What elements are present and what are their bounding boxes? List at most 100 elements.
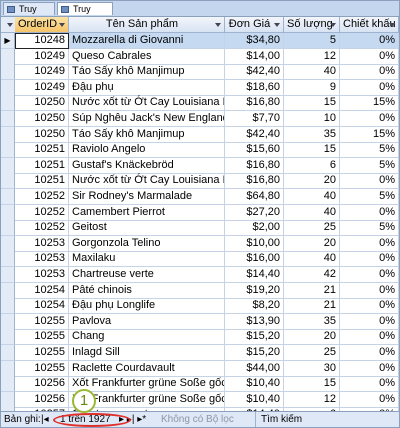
table-cell[interactable]: $34,80 xyxy=(225,33,284,49)
row-selector[interactable] xyxy=(1,64,15,81)
table-cell[interactable]: 10250 xyxy=(15,95,69,112)
table-cell[interactable]: Nước xốt từ Ớt Cay Louisiana Fiery xyxy=(69,95,225,112)
table-cell[interactable]: Pâté chinois xyxy=(69,282,225,299)
table-cell[interactable]: 0% xyxy=(340,64,399,81)
row-selector[interactable] xyxy=(1,79,15,96)
table-cell[interactable]: 0% xyxy=(340,48,399,65)
table-cell[interactable]: 0% xyxy=(340,376,399,393)
row-selector[interactable] xyxy=(1,376,15,393)
table-cell[interactable]: 10256 xyxy=(15,376,69,393)
table-cell[interactable]: 10251 xyxy=(15,173,69,190)
filter-status[interactable]: Không có Bộ lọc xyxy=(161,414,234,425)
table-cell[interactable]: Táo Sấy khô Manjimup xyxy=(69,126,225,143)
table-cell[interactable]: 10252 xyxy=(15,220,69,237)
table-cell[interactable]: Xốt Frankfurter grüne Soße gốc xyxy=(69,376,225,393)
table-cell[interactable]: 10251 xyxy=(15,142,69,159)
table-cell[interactable]: 15 xyxy=(284,95,340,112)
table-cell[interactable]: $19,20 xyxy=(225,282,284,299)
table-cell[interactable]: 40 xyxy=(284,64,340,81)
table-cell[interactable]: $10,40 xyxy=(225,391,284,408)
table-cell[interactable]: 5% xyxy=(340,189,399,205)
table-cell[interactable]: 15% xyxy=(340,126,399,143)
table-cell[interactable]: 10 xyxy=(284,111,340,127)
search-box[interactable]: Tìm kiếm xyxy=(255,412,302,427)
column-header[interactable]: Số lượng xyxy=(284,17,340,33)
table-cell[interactable]: 0% xyxy=(340,79,399,96)
first-record-button[interactable]: |◂ xyxy=(41,414,49,425)
table-cell[interactable]: 0% xyxy=(340,267,399,283)
table-cell[interactable]: 10255 xyxy=(15,360,69,377)
table-cell[interactable]: 20 xyxy=(284,173,340,190)
table-cell[interactable]: Chartreuse verte xyxy=(69,267,225,283)
table-cell[interactable]: 0% xyxy=(340,329,399,346)
table-cell[interactable]: 10253 xyxy=(15,251,69,268)
table-cell[interactable]: Nước xốt từ Ớt Cay Louisiana Fiery xyxy=(69,173,225,190)
table-cell[interactable]: Geitost xyxy=(69,220,225,237)
table-cell[interactable]: $16,80 xyxy=(225,173,284,190)
table-cell[interactable]: 15 xyxy=(284,142,340,159)
table-cell[interactable]: 5% xyxy=(340,220,399,237)
table-cell[interactable]: 0% xyxy=(340,204,399,221)
table-cell[interactable]: $7,70 xyxy=(225,111,284,127)
table-cell[interactable]: $14,00 xyxy=(225,48,284,65)
table-cell[interactable]: 10255 xyxy=(15,329,69,346)
table-cell[interactable]: $8,20 xyxy=(225,298,284,315)
table-cell[interactable]: 10252 xyxy=(15,204,69,221)
row-selector[interactable] xyxy=(1,157,15,174)
table-cell[interactable]: 10248 xyxy=(15,33,69,49)
table-cell[interactable]: 10253 xyxy=(15,267,69,283)
table-cell[interactable]: $64,80 xyxy=(225,189,284,205)
table-cell[interactable]: 25 xyxy=(284,220,340,237)
row-selector[interactable] xyxy=(1,345,15,361)
table-cell[interactable]: $10,40 xyxy=(225,376,284,393)
table-cell[interactable]: 10249 xyxy=(15,64,69,81)
table-cell[interactable]: $15,60 xyxy=(225,142,284,159)
table-cell[interactable]: $13,90 xyxy=(225,313,284,330)
table-cell[interactable]: 10249 xyxy=(15,48,69,65)
table-cell[interactable]: 15% xyxy=(340,95,399,112)
table-cell[interactable]: Đậu phụ xyxy=(69,79,225,96)
column-header[interactable]: Tên Sản phẩm xyxy=(69,17,225,33)
table-cell[interactable]: 10249 xyxy=(15,79,69,96)
row-selector[interactable] xyxy=(1,360,15,377)
table-cell[interactable]: Queso Cabrales xyxy=(69,48,225,65)
table-cell[interactable]: $14,40 xyxy=(225,267,284,283)
table-cell[interactable]: 10251 xyxy=(15,157,69,174)
tab[interactable]: Truy vấn1 xyxy=(3,2,55,27)
column-header[interactable]: Chiết khấu xyxy=(340,17,399,33)
row-selector[interactable] xyxy=(1,235,15,252)
table-cell[interactable]: $44,00 xyxy=(225,360,284,377)
table-cell[interactable]: Camembert Pierrot xyxy=(69,204,225,221)
row-selector[interactable] xyxy=(1,173,15,190)
table-cell[interactable]: 0% xyxy=(340,235,399,252)
table-cell[interactable]: 20 xyxy=(284,235,340,252)
row-selector[interactable] xyxy=(1,391,15,408)
table-cell[interactable]: 0% xyxy=(340,111,399,127)
table-cell[interactable]: Gorgonzola Telino xyxy=(69,235,225,252)
table-cell[interactable]: Maxilaku xyxy=(69,251,225,268)
table-cell[interactable]: Đậu phụ Longlife xyxy=(69,298,225,315)
table-cell[interactable]: $27,20 xyxy=(225,204,284,221)
row-selector[interactable] xyxy=(1,298,15,315)
table-cell[interactable]: 0% xyxy=(340,391,399,408)
table-cell[interactable]: Pavlova xyxy=(69,313,225,330)
row-selector[interactable] xyxy=(1,313,15,330)
row-selector[interactable] xyxy=(1,126,15,143)
table-cell[interactable]: $2,00 xyxy=(225,220,284,237)
column-header[interactable]: Đơn Giá xyxy=(225,17,284,33)
table-cell[interactable]: 10253 xyxy=(15,235,69,252)
table-cell[interactable]: 10254 xyxy=(15,298,69,315)
table-cell[interactable]: 10255 xyxy=(15,345,69,361)
table-cell[interactable]: $16,00 xyxy=(225,251,284,268)
table-cell[interactable]: 42 xyxy=(284,267,340,283)
table-cell[interactable]: 20 xyxy=(284,329,340,346)
table-cell[interactable]: 10252 xyxy=(15,189,69,205)
table-cell[interactable]: $15,20 xyxy=(225,345,284,361)
table-cell[interactable]: 0% xyxy=(340,33,399,49)
table-cell[interactable]: 10255 xyxy=(15,313,69,330)
row-selector[interactable] xyxy=(1,142,15,159)
row-selector[interactable] xyxy=(1,48,15,65)
table-cell[interactable]: 30 xyxy=(284,360,340,377)
table-cell[interactable]: 21 xyxy=(284,298,340,315)
table-cell[interactable]: Raclette Courdavault xyxy=(69,360,225,377)
